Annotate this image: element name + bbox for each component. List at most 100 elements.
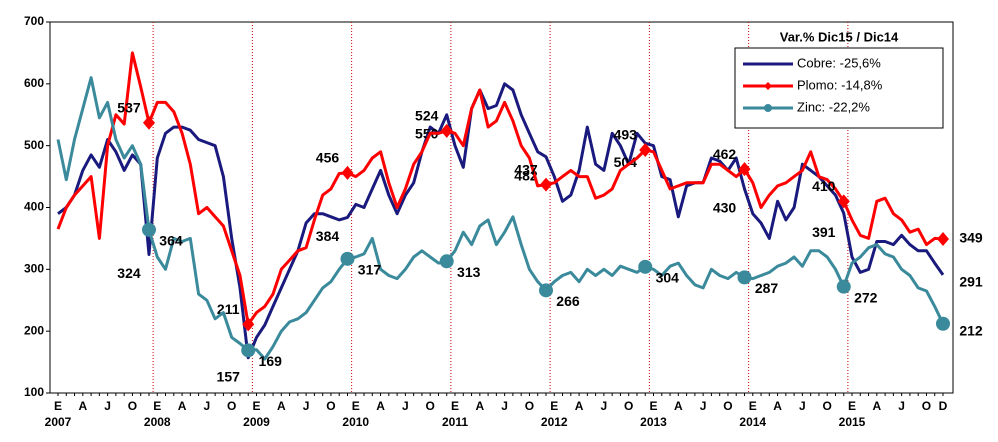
- x-tick-label: J: [898, 399, 905, 413]
- marker: [937, 232, 949, 247]
- legend-label: Plomo: -14,8%: [797, 77, 883, 92]
- x-tick-label: J: [204, 399, 211, 413]
- data-label: 384: [316, 228, 340, 244]
- x-tick-label: O: [723, 399, 732, 413]
- data-label: 291: [959, 274, 983, 290]
- x-group-label: 2010: [342, 415, 369, 429]
- legend-marker: [764, 104, 772, 112]
- x-tick-label: D: [939, 399, 948, 413]
- data-label: 410: [812, 178, 836, 194]
- legend-label: Cobre: -25,6%: [797, 55, 881, 70]
- x-tick-label: E: [153, 399, 161, 413]
- data-label: 317: [358, 262, 382, 278]
- data-label: 391: [812, 224, 836, 240]
- data-label: 364: [159, 232, 183, 248]
- x-tick-label: J: [799, 399, 806, 413]
- x-group-label: 2013: [640, 415, 667, 429]
- marker: [141, 222, 156, 237]
- marker: [538, 283, 553, 298]
- x-tick-label: E: [749, 399, 757, 413]
- x-group-label: 2009: [243, 415, 270, 429]
- x-tick-label: O: [227, 399, 236, 413]
- data-label: 169: [259, 353, 283, 369]
- x-tick-label: O: [922, 399, 931, 413]
- data-label: 430: [713, 200, 737, 216]
- x-group-label: 2007: [45, 415, 72, 429]
- marker: [241, 343, 256, 358]
- x-tick-label: A: [773, 399, 782, 413]
- x-tick-label: A: [674, 399, 683, 413]
- x-tick-label: O: [426, 399, 435, 413]
- marker: [639, 142, 652, 157]
- data-label: 537: [117, 99, 141, 115]
- marker: [439, 254, 454, 269]
- x-tick-label: J: [601, 399, 608, 413]
- data-label: 212: [959, 322, 983, 338]
- marker: [340, 251, 355, 266]
- data-label: 524: [415, 108, 439, 124]
- x-tick-label: A: [178, 399, 187, 413]
- data-label: 493: [614, 127, 638, 143]
- marker: [440, 123, 453, 138]
- x-tick-label: J: [303, 399, 310, 413]
- x-tick-label: J: [501, 399, 508, 413]
- x-tick-label: A: [475, 399, 484, 413]
- data-label: 324: [117, 265, 141, 281]
- data-label: 313: [457, 264, 481, 280]
- x-group-label: 2014: [739, 415, 766, 429]
- data-label: 456: [316, 150, 340, 166]
- x-tick-label: A: [78, 399, 87, 413]
- x-tick-label: O: [823, 399, 832, 413]
- x-tick-label: O: [326, 399, 335, 413]
- x-group-label: 2015: [839, 415, 866, 429]
- series-line: [56, 51, 944, 326]
- x-group-label: 2012: [541, 415, 568, 429]
- data-label: 550: [415, 125, 439, 141]
- marker: [936, 316, 950, 331]
- x-tick-label: E: [650, 399, 658, 413]
- marker: [737, 270, 752, 285]
- x-tick-label: A: [872, 399, 881, 413]
- data-label: 287: [755, 280, 779, 296]
- x-tick-label: E: [252, 399, 260, 413]
- marker: [836, 279, 851, 294]
- y-tick-label: 700: [24, 14, 44, 28]
- series-line: [57, 82, 945, 360]
- marker: [638, 259, 653, 274]
- y-tick-label: 500: [24, 138, 44, 152]
- marker: [738, 162, 751, 177]
- marker: [142, 115, 155, 130]
- data-label: 266: [556, 293, 580, 309]
- x-tick-label: E: [848, 399, 856, 413]
- marker: [837, 194, 850, 209]
- legend-label: Zinc: -22,2%: [797, 99, 870, 114]
- marker: [341, 165, 354, 180]
- x-tick-label: E: [550, 399, 558, 413]
- x-tick-label: E: [54, 399, 62, 413]
- data-label: 157: [217, 368, 241, 384]
- x-group-label: 2011: [442, 415, 468, 429]
- x-tick-label: A: [277, 399, 286, 413]
- x-group-label: 2008: [144, 415, 171, 429]
- legend-marker: [764, 82, 772, 90]
- series-line: [56, 76, 945, 361]
- y-tick-label: 100: [24, 385, 44, 399]
- y-tick-label: 300: [24, 262, 44, 276]
- x-tick-label: A: [376, 399, 385, 413]
- y-tick-label: 200: [24, 323, 44, 337]
- x-tick-label: E: [451, 399, 459, 413]
- marker: [539, 177, 552, 192]
- x-tick-label: J: [104, 399, 111, 413]
- marker: [242, 317, 255, 332]
- data-label: 437: [514, 161, 538, 177]
- data-label: 504: [614, 154, 638, 170]
- x-tick-label: J: [402, 399, 409, 413]
- x-tick-label: O: [128, 399, 137, 413]
- data-label: 272: [854, 289, 878, 305]
- legend-title: Var.% Dic15 / Dic14: [780, 29, 899, 44]
- x-tick-label: E: [352, 399, 360, 413]
- data-label: 349: [959, 230, 983, 246]
- x-tick-label: J: [700, 399, 707, 413]
- x-tick-label: A: [575, 399, 584, 413]
